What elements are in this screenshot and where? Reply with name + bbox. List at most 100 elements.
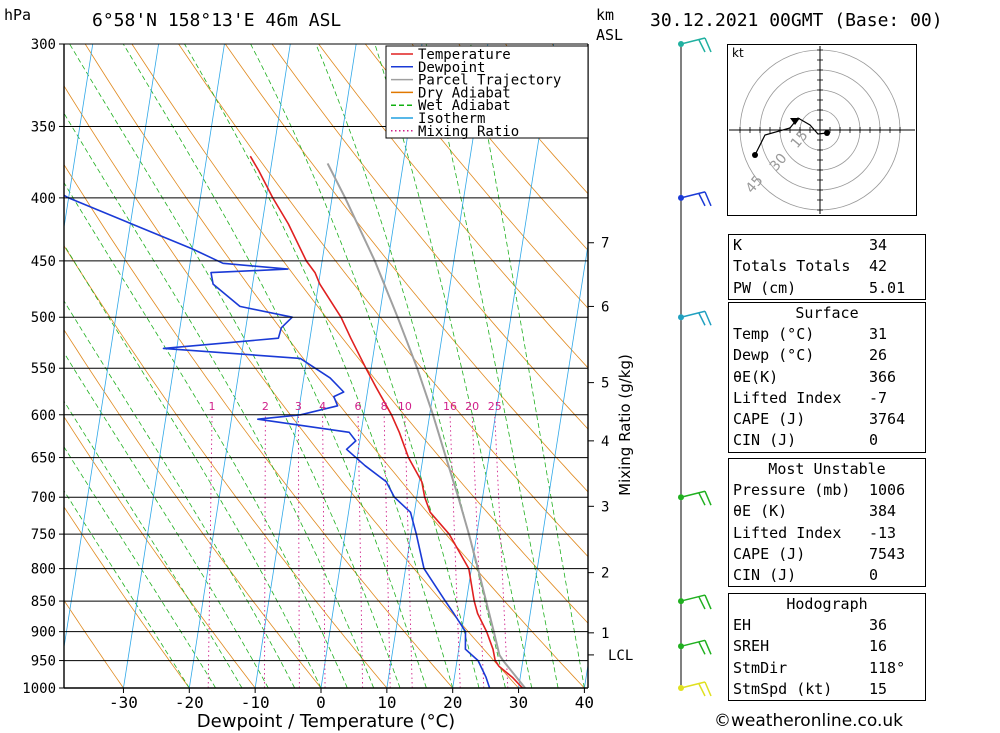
most-unstable-value: 1006 xyxy=(869,481,906,499)
isotherm xyxy=(386,44,489,688)
x-tick-label: 40 xyxy=(575,693,594,712)
surface-label: Dewp (°C) xyxy=(733,346,815,365)
most-unstable-label: CIN (J) xyxy=(733,566,797,585)
dry-adiabat xyxy=(64,85,519,688)
mixing-ratio-line xyxy=(207,414,213,688)
x-tick-label: -30 xyxy=(109,693,138,712)
pressure-tick-label: 650 xyxy=(31,451,56,467)
footer-credit: ©weatheronline.co.uk xyxy=(714,711,904,731)
km-tick-label: 5 xyxy=(601,376,609,392)
pressure-tick-label: 1000 xyxy=(22,681,56,697)
km-tick-label: 2 xyxy=(601,566,609,582)
mixing-ratio-axis-label: Mixing Ratio (g/kg) xyxy=(616,354,634,496)
surface-label: Temp (°C) xyxy=(733,325,815,343)
wind-barb-shaft xyxy=(680,490,706,498)
surface-row: θE(K) 366 xyxy=(729,367,925,388)
hodograph-end-dot xyxy=(824,130,830,136)
wind-barb-flag xyxy=(698,39,706,53)
pressure-tick-label: 500 xyxy=(31,310,56,326)
legend-entry: Dry Adiabat xyxy=(418,85,511,101)
km-tick-label: 3 xyxy=(601,499,609,515)
wind-barb-shaft xyxy=(680,594,706,602)
isotherm xyxy=(0,44,27,688)
index-value: 34 xyxy=(869,236,888,254)
dry-adiabat xyxy=(364,44,588,309)
wind-barb-flag xyxy=(698,596,706,610)
mixing-ratio-label: 2 xyxy=(262,400,269,413)
surface-value: 26 xyxy=(869,346,888,365)
wet-adiabat xyxy=(64,351,269,688)
wind-barb-shaft xyxy=(680,310,706,318)
mixing-ratio-line xyxy=(383,414,391,688)
index-value: 5.01 xyxy=(869,278,906,297)
location-title: 6°58'N 158°13'E 46m ASL xyxy=(92,10,342,31)
pressure-tick-label: 950 xyxy=(31,654,56,670)
isotherm xyxy=(188,44,291,688)
x-tick-label: 30 xyxy=(509,693,528,712)
most-unstable-panel: Most Unstable Pressure (mb) 1006 θE (K) 384… xyxy=(728,458,926,588)
hodograph-stat-label: SREH xyxy=(733,637,770,656)
wind-barb-flag xyxy=(698,492,706,506)
dry-adiabat xyxy=(64,506,190,688)
pressure-tick-label: 850 xyxy=(31,594,56,610)
most-unstable-value: 7543 xyxy=(869,544,906,563)
hodograph-stat-value: 15 xyxy=(869,679,888,698)
surface-value: 3764 xyxy=(869,410,906,429)
dry-adiabat xyxy=(64,599,124,688)
wind-barb-flag xyxy=(704,594,712,610)
wind-barbs xyxy=(678,37,712,697)
mixing-ratio-label: 8 xyxy=(381,400,388,413)
km-tick-label: 7 xyxy=(601,236,609,252)
datetime-title: 30.12.2021 00GMT (Base: 00) xyxy=(650,10,943,31)
surface-value: 0 xyxy=(869,431,879,450)
wet-adiabat xyxy=(64,490,190,688)
wet-adiabat xyxy=(64,112,375,688)
index-row: PW (cm) 5.01 xyxy=(729,278,925,299)
dry-adiabat xyxy=(271,44,588,430)
surface-row: CAPE (J) 3764 xyxy=(729,409,925,430)
axis-labels: 1 2 3 4 6 8 10 16 20 2530035040045050055060065070… xyxy=(22,37,634,732)
pressure-unit: hPa xyxy=(4,6,32,24)
hodograph-unit: kt xyxy=(732,46,744,60)
wind-barb-flag xyxy=(698,312,706,326)
legend-box xyxy=(385,45,589,139)
most-unstable-value: 384 xyxy=(869,502,897,521)
hodograph-stat-value: 16 xyxy=(869,637,888,656)
hodograph-stats-panel: Hodograph EH 36 SREH 16 StmDir 118° StmSpd (kt… xyxy=(728,593,926,702)
dry-adiabat xyxy=(318,44,588,369)
hodograph-stat-row: EH 36 xyxy=(729,615,925,636)
pressure-tick-label: 600 xyxy=(31,408,56,424)
mixing-ratio-label: 20 xyxy=(465,400,479,413)
wind-barb-flag xyxy=(698,641,706,655)
surface-row: Dewp (°C) 26 xyxy=(729,345,925,366)
series-parcel-trajectory xyxy=(326,162,526,688)
wet-adiabat xyxy=(69,44,401,688)
hodograph-stat-value: 36 xyxy=(869,616,888,634)
legend-entry: Mixing Ratio xyxy=(418,124,519,140)
isotherm xyxy=(64,44,94,230)
wet-adiabat xyxy=(64,243,322,688)
km-tick-label: 6 xyxy=(601,299,609,315)
hodograph-stat-value: 118° xyxy=(869,658,906,677)
legend-entry: Isotherm xyxy=(418,111,485,127)
series-dewpoint xyxy=(64,194,491,688)
mixing-ratio-line xyxy=(297,414,300,688)
surface-panel: Surface Temp (°C) 31 Dewp (°C) 26 θE(K) 366 Li… xyxy=(728,302,926,453)
hodograph-stat-row: SREH 16 xyxy=(729,636,925,657)
surface-value: 366 xyxy=(869,367,897,386)
wind-barb-flag xyxy=(704,681,712,697)
x-tick-label: -10 xyxy=(241,693,270,712)
index-row: Totals Totals 42 xyxy=(729,256,925,277)
wind-barb-shaft xyxy=(680,681,706,689)
wind-barb-flag xyxy=(698,193,706,207)
surface-row: CIN (J) 0 xyxy=(729,430,925,451)
mixing-ratio-label: 10 xyxy=(398,400,412,413)
km-unit: km xyxy=(596,6,615,24)
isotherm xyxy=(123,44,225,688)
wind-barb-shaft xyxy=(680,191,706,199)
pressure-tick-label: 450 xyxy=(31,254,56,270)
legend-entry: Wet Adiabat xyxy=(418,98,511,114)
plot-frame xyxy=(59,43,594,693)
